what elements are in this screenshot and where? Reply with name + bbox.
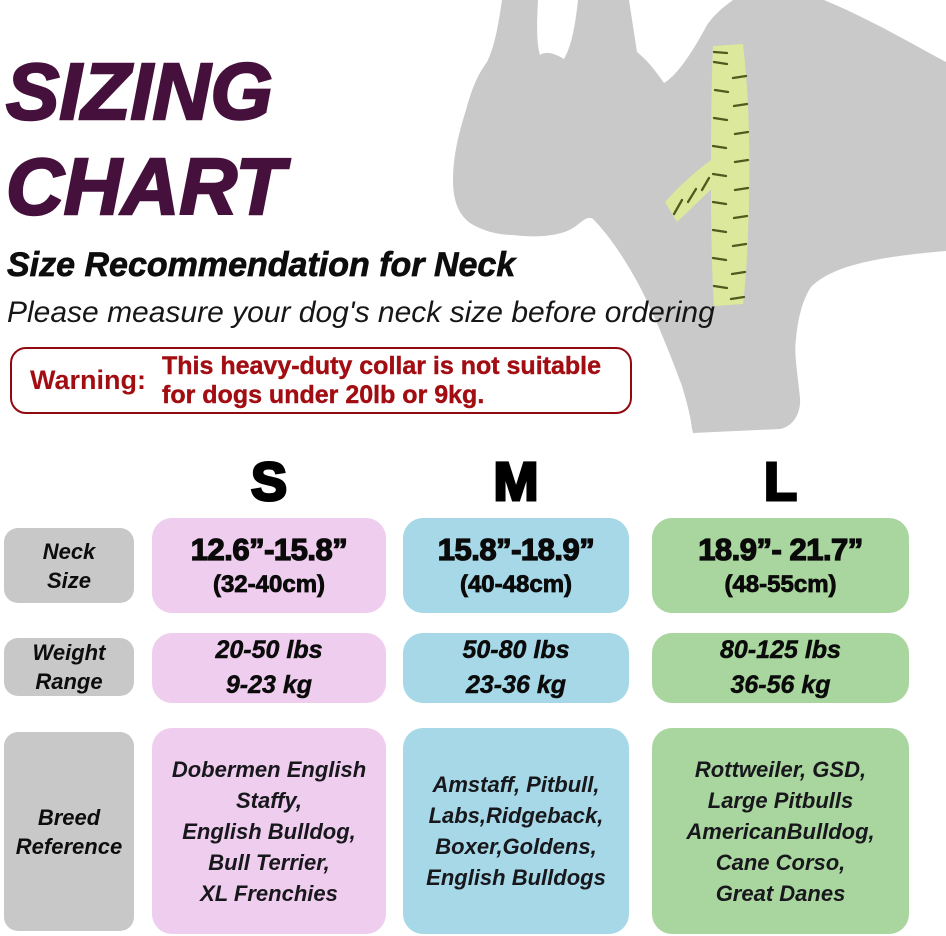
page-title: SIZING CHART [5, 44, 286, 234]
warning-box: Warning: This heavy-duty collar is not s… [10, 347, 632, 414]
subtitle: Size Recommendation for Neck [7, 246, 516, 285]
weight-range-cell-s: 20-50 lbs 9-23 kg [152, 633, 386, 703]
row-header-weight-range: Weight Range [4, 638, 134, 696]
measure-note: Please measure your dog's neck size befo… [7, 296, 715, 329]
column-header-l: L [763, 452, 799, 513]
dog-silhouette-illustration [453, 0, 946, 433]
breed-reference-cell-m: Amstaff, Pitbull, Labs,Ridgeback, Boxer,… [403, 728, 629, 934]
row-header-neck-size: Neck Size [4, 528, 134, 603]
neck-size-inches-l: 18.9”- 21.7” [698, 531, 864, 567]
measuring-tape [711, 44, 750, 306]
neck-size-cell-s: 12.6”-15.8” (32-40cm) [152, 518, 386, 613]
neck-size-cell-l: 18.9”- 21.7” (48-55cm) [652, 518, 909, 613]
neck-size-cell-m: 15.8”-18.9” (40-48cm) [403, 518, 629, 613]
dog-silhouette [453, 0, 946, 433]
weight-range-cell-m: 50-80 lbs 23-36 kg [403, 633, 629, 703]
neck-size-inches-s: 12.6”-15.8” [190, 531, 348, 567]
neck-size-inches-m: 15.8”-18.9” [437, 531, 595, 567]
column-header-s: S [249, 452, 288, 513]
neck-size-cm-s: (32-40cm) [212, 571, 326, 599]
row-header-breed-reference: Breed Reference [4, 732, 134, 931]
column-header-m: M [492, 452, 540, 513]
weight-range-cell-l: 80-125 lbs 36-56 kg [652, 633, 909, 703]
tape-tick-marks [672, 50, 750, 301]
warning-message: This heavy-duty collar is not suitable f… [162, 351, 601, 409]
warning-label: Warning: [30, 365, 146, 395]
title-line-2: CHART [5, 141, 286, 233]
neck-size-cm-m: (40-48cm) [459, 571, 573, 599]
breed-reference-cell-s: Dobermen English Staffy, English Bulldog… [152, 728, 386, 934]
title-line-1: SIZING [5, 46, 274, 138]
breed-reference-cell-l: Rottweiler, GSD, Large Pitbulls American… [652, 728, 909, 934]
neck-size-cm-l: (48-55cm) [724, 571, 837, 599]
